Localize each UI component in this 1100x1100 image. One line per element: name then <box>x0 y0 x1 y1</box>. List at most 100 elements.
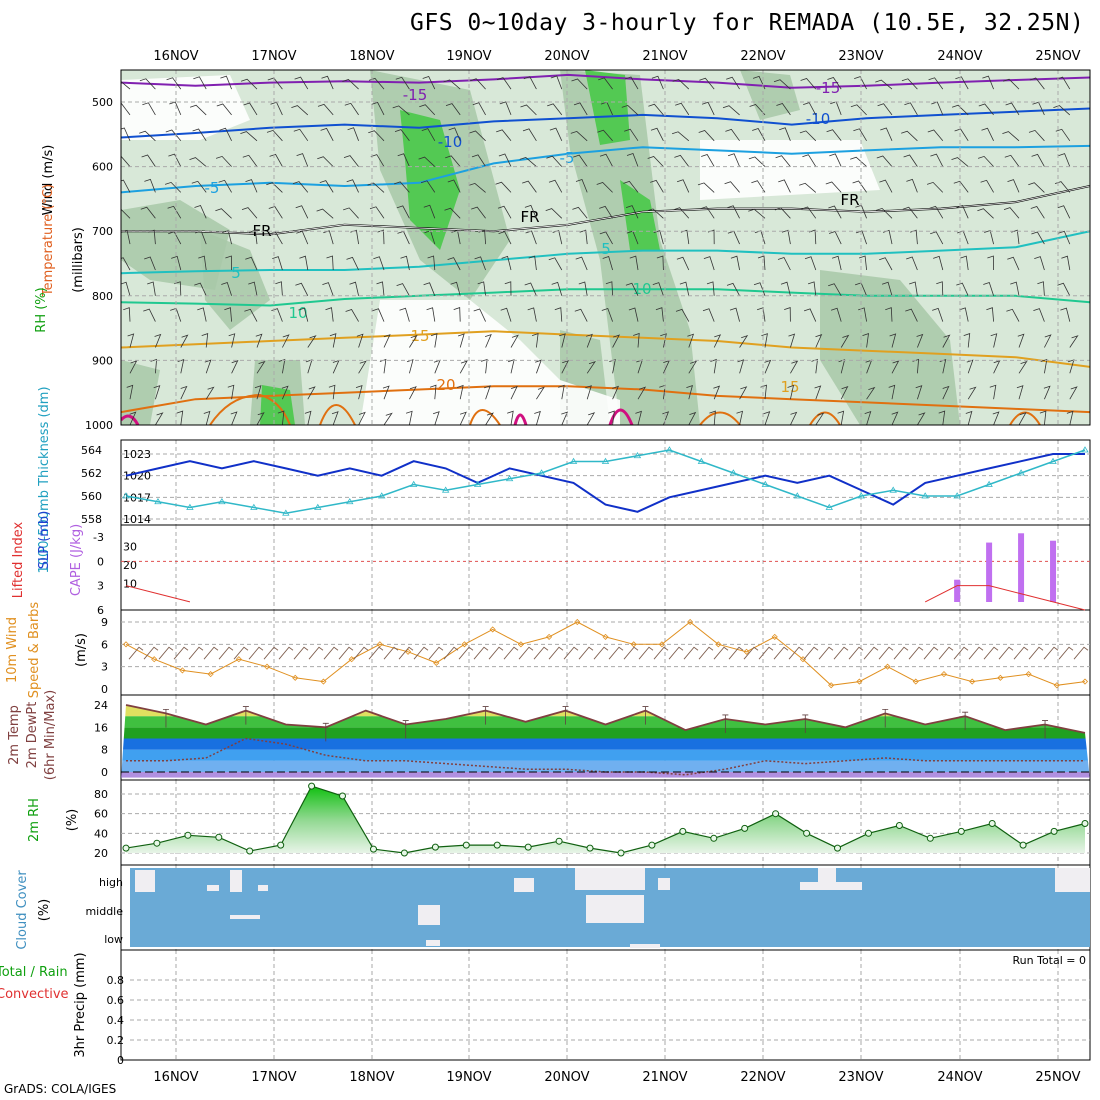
wind-barb <box>485 412 494 425</box>
li-tick: -3 <box>93 531 104 544</box>
wind-barb <box>278 358 286 374</box>
wind-barb <box>231 360 239 374</box>
wind-barb <box>625 205 639 219</box>
wind-barb <box>980 179 994 193</box>
wind-barb <box>727 153 740 167</box>
date-label-top: 20NOV <box>544 49 589 64</box>
wind-barb <box>881 281 893 296</box>
wind-barb <box>803 102 817 116</box>
date-label-top: 18NOV <box>349 49 394 64</box>
isotherm-label: -10 <box>806 110 831 128</box>
date-label-top: 25NOV <box>1035 49 1080 64</box>
rh-marker <box>679 827 687 835</box>
wind-barb <box>423 282 436 296</box>
wind-barb <box>891 411 899 425</box>
wind-marker <box>743 648 750 655</box>
wind-marker <box>912 678 919 685</box>
wind-barb <box>675 102 690 116</box>
minmax-bar <box>402 720 409 739</box>
wind-barb <box>790 360 799 374</box>
wind-barb <box>281 385 289 400</box>
surface-wind-barb <box>278 646 294 660</box>
wind-barb <box>781 229 791 245</box>
wind-barb <box>586 360 596 374</box>
wind-barb <box>201 333 209 348</box>
wind-barb <box>418 156 436 167</box>
date-label-bottom: 17NOV <box>251 1070 296 1085</box>
wind-barb <box>153 385 161 400</box>
wind-barb <box>164 181 182 193</box>
wind-barb <box>242 154 258 167</box>
surface-wind-barb <box>848 646 864 660</box>
wind-barb <box>154 333 162 348</box>
wind-barb <box>396 205 410 219</box>
isotherm-line <box>121 230 1090 275</box>
date-label-bottom: 19NOV <box>446 1070 491 1085</box>
wind-barb <box>423 204 436 219</box>
surface-wind-barb <box>1073 646 1089 660</box>
label-minmax: (6hr Min/Max) <box>43 690 58 780</box>
wind-barb <box>1030 206 1045 219</box>
wind-marker <box>461 641 468 648</box>
wind-barb <box>837 410 845 425</box>
wind-barb <box>316 208 334 219</box>
surface-wind-barb <box>548 646 564 660</box>
rh-marker <box>431 843 439 851</box>
wind-barb <box>803 308 817 322</box>
wind-marker <box>630 641 637 648</box>
wind-barb <box>551 281 563 296</box>
wind-barb <box>1058 230 1071 245</box>
wind-barb <box>473 308 486 322</box>
wind-barb <box>828 205 842 219</box>
wind-barb <box>655 307 664 322</box>
date-label-top: 16NOV <box>153 49 198 64</box>
minmax-bar <box>802 714 809 733</box>
wind-barb <box>189 157 207 167</box>
wind-marker <box>997 674 1004 681</box>
wind-barb <box>599 153 613 167</box>
wind-marker <box>235 656 242 663</box>
wind-barb <box>426 307 436 322</box>
date-label-top: 17NOV <box>251 49 296 64</box>
wind-barb <box>215 155 232 167</box>
wind-barb <box>197 307 207 322</box>
minmax-bar <box>242 706 249 725</box>
surface-wind-barb <box>653 646 669 660</box>
wind-barb <box>906 178 918 193</box>
wind-barb <box>144 256 156 271</box>
wind-barb <box>889 333 897 348</box>
minmax-bar <box>562 706 569 725</box>
wind-barb <box>990 333 998 348</box>
wind-barb <box>129 411 137 425</box>
rh-high-area <box>620 180 660 250</box>
rh-marker <box>586 844 594 852</box>
isotherm-label: 5 <box>231 264 241 282</box>
wind-barb <box>928 77 944 90</box>
wind-barb <box>343 207 359 219</box>
wind-barb <box>688 360 698 374</box>
wind-barb <box>850 156 867 167</box>
wind-barb <box>748 208 766 219</box>
wind-barb <box>121 257 131 271</box>
wind-marker <box>940 671 948 678</box>
wind-barb <box>989 384 997 400</box>
wind-barb <box>808 229 817 245</box>
label-wind10m: 10m Wind <box>5 617 20 683</box>
wind-barb <box>248 281 258 296</box>
wind-barb <box>240 78 258 90</box>
wind-barb <box>121 179 131 193</box>
wind-barb <box>862 333 869 348</box>
surface-wind-barb <box>473 646 489 660</box>
cloud-gap <box>658 878 670 890</box>
panel-frame <box>120 949 1091 1061</box>
date-label-top: 23NOV <box>838 49 883 64</box>
cloud-gap <box>630 944 660 948</box>
wind-barb <box>660 333 667 348</box>
surface-wind-barb <box>1058 646 1074 660</box>
wind-barb <box>222 229 232 245</box>
wind-barb <box>409 386 417 400</box>
label-rh: RH (%) <box>34 287 49 332</box>
surface-wind-barb <box>158 646 174 660</box>
wind-barb <box>368 130 385 142</box>
wind-barb <box>520 104 537 116</box>
